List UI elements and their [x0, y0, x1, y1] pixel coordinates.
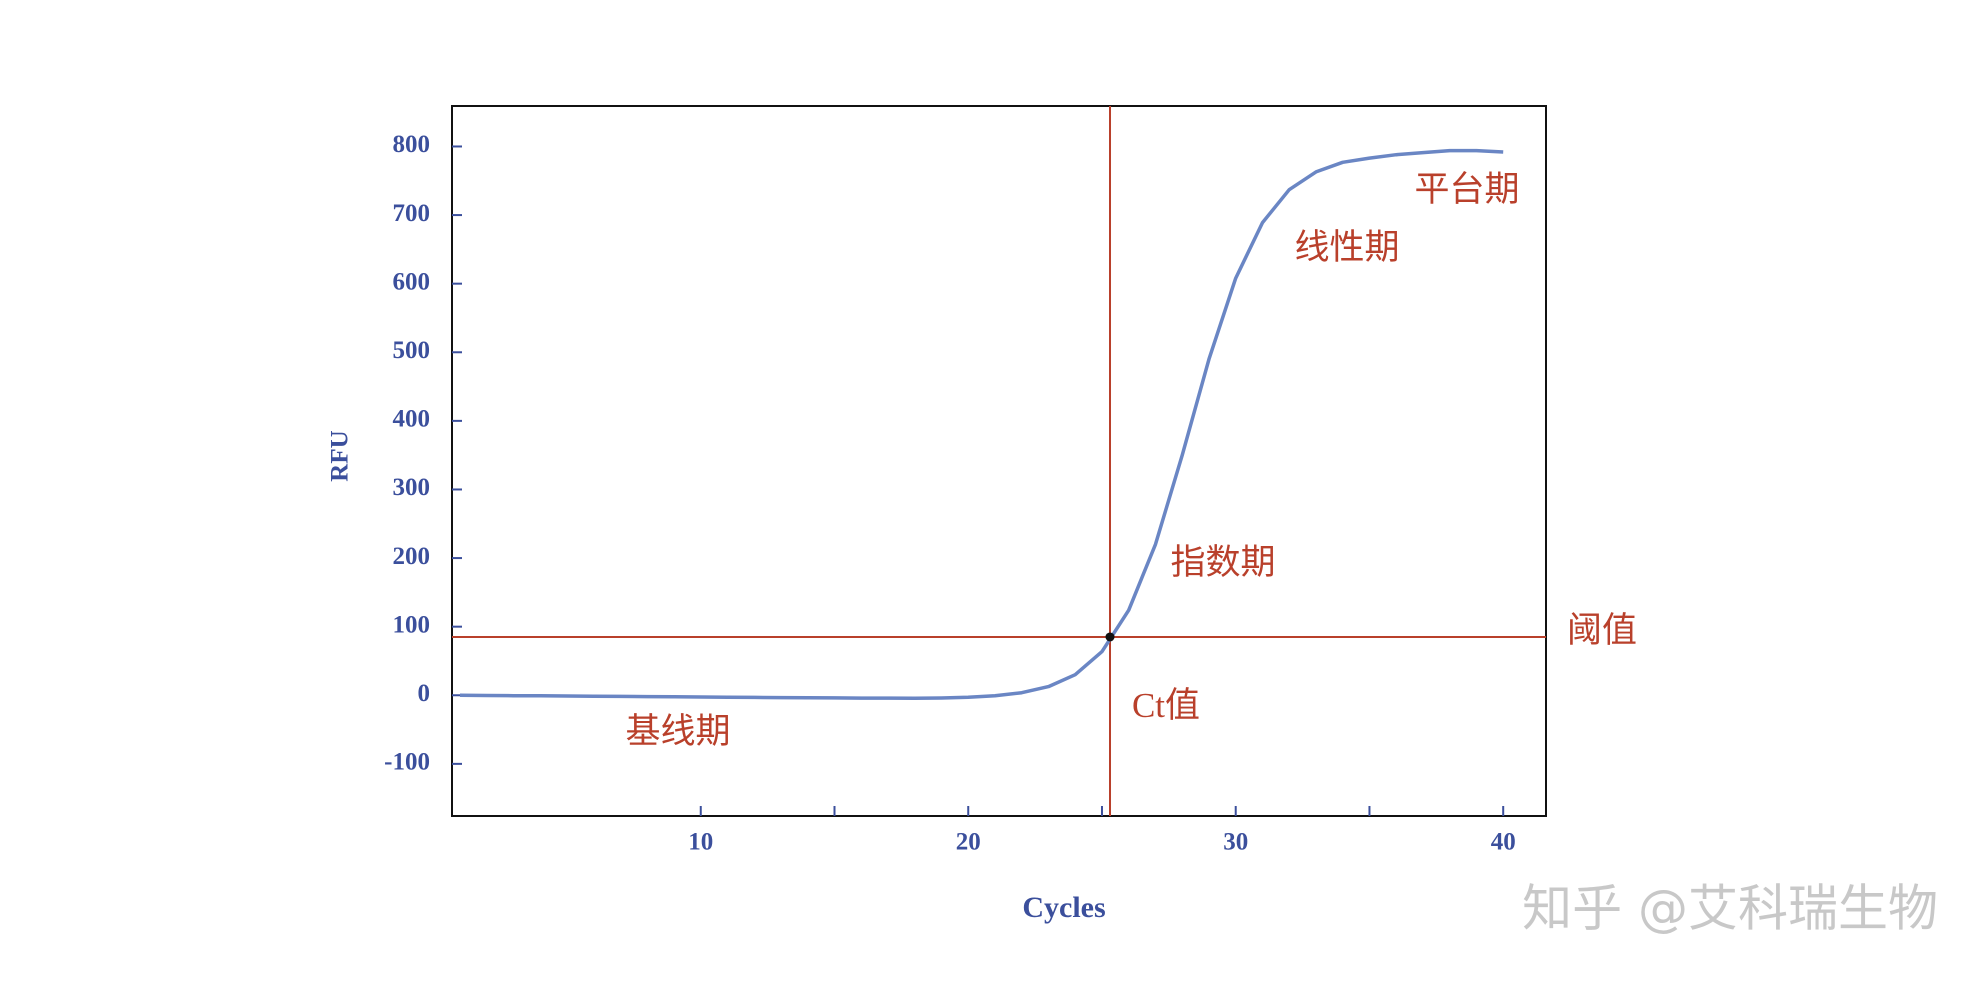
- ct-point: [1105, 632, 1115, 642]
- annotation: 线性期: [1294, 228, 1399, 267]
- x-tick-label: 40: [1491, 829, 1516, 856]
- data-line: [459, 148, 1504, 700]
- y-tick-label: 800: [393, 131, 431, 158]
- y-tick-label: 300: [393, 474, 431, 501]
- y-tick-label: 700: [393, 200, 431, 227]
- annotation: Ct值: [1132, 686, 1200, 725]
- y-tick-label: 500: [393, 337, 431, 364]
- y-tick-label: -100: [384, 749, 430, 776]
- x-tick-label: 30: [1223, 829, 1248, 856]
- plot-frame: [451, 105, 1547, 817]
- y-tick-label: 0: [418, 680, 431, 707]
- watermark: 知乎 @艾科瑞生物: [1522, 880, 1938, 938]
- y-axis-title: RFU: [327, 430, 354, 481]
- annotation: 平台期: [1414, 170, 1519, 209]
- y-tick-label: 600: [393, 268, 431, 295]
- x-tick-label: 10: [688, 829, 713, 856]
- y-tick-label: 100: [393, 611, 431, 638]
- annotation: 指数期: [1170, 543, 1275, 582]
- annotation: 阈值: [1567, 611, 1637, 650]
- x-axis-title: Cycles: [1022, 891, 1105, 924]
- annotation: 基线期: [625, 712, 730, 751]
- y-tick-label: 200: [393, 543, 431, 570]
- x-tick-label: 20: [956, 829, 981, 856]
- y-tick-label: 400: [393, 406, 431, 433]
